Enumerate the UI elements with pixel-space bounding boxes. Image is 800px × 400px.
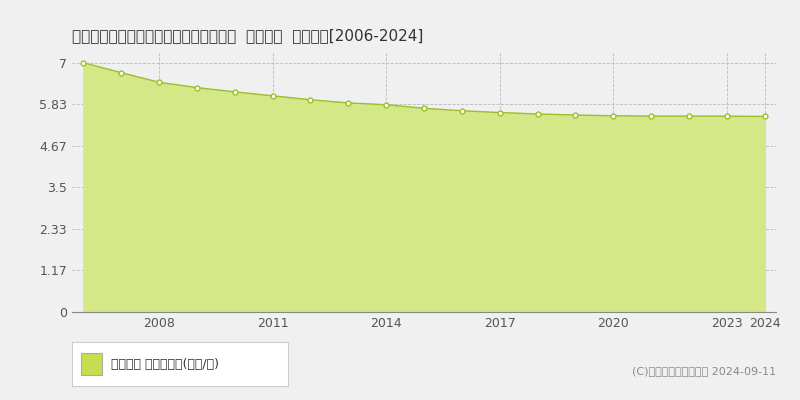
Text: 長野県安曇野市明科七貴５８４２番２外  地価公示  地価推移[2006-2024]: 長野県安曇野市明科七貴５８４２番２外 地価公示 地価推移[2006-2024] bbox=[72, 28, 423, 43]
Text: 地価公示 平均坪単価(万円/坪): 地価公示 平均坪単価(万円/坪) bbox=[111, 358, 219, 370]
FancyBboxPatch shape bbox=[81, 353, 102, 375]
Text: (C)土地価格ドットコム 2024-09-11: (C)土地価格ドットコム 2024-09-11 bbox=[632, 366, 776, 376]
